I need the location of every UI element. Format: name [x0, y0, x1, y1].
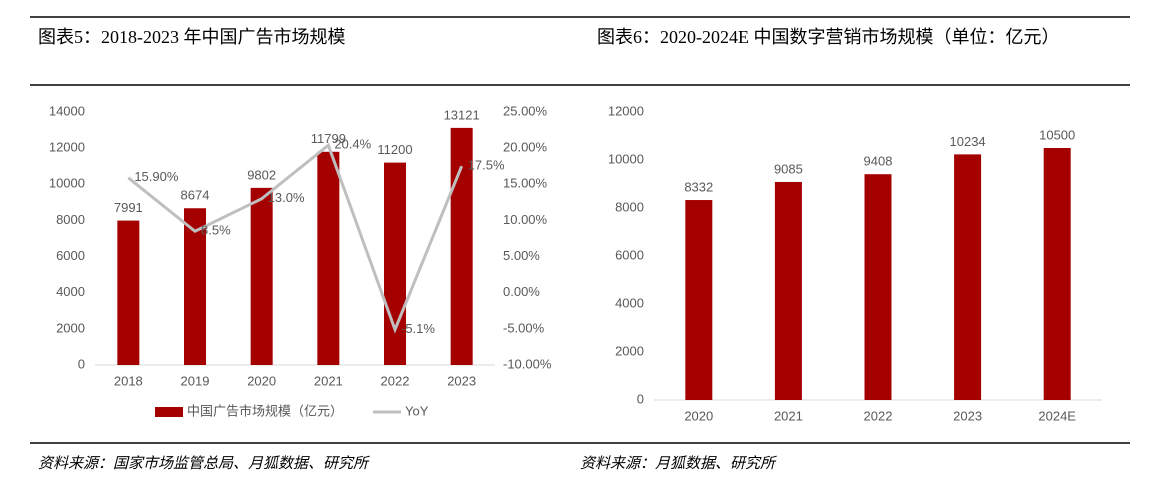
legend-label: YoY [405, 403, 429, 418]
y-tick-label: 2000 [615, 343, 644, 358]
chart-title: 图表5：2018-2023 年中国广告市场规模 [38, 27, 346, 47]
x-tick-label: 2019 [181, 373, 210, 388]
data-label: 7991 [114, 200, 143, 215]
y-tick-label: 6000 [56, 248, 85, 263]
y-tick-label: 10000 [608, 151, 644, 166]
data-label: 17.5% [468, 158, 505, 173]
y-tick-label: 8000 [56, 212, 85, 227]
x-tick-label: 2023 [953, 408, 982, 423]
y2-tick-label: 0.00% [503, 284, 540, 299]
y2-tick-label: 25.00% [503, 103, 548, 118]
data-label: 20.4% [334, 137, 371, 152]
data-label: 10500 [1039, 127, 1075, 142]
source-note: 资料来源：国家市场监管总局、月狐数据、研究所 [38, 456, 369, 472]
bar [685, 200, 713, 400]
data-label: 11799 [311, 131, 346, 146]
x-tick-label: 2023 [447, 373, 476, 388]
data-label: 8674 [181, 188, 210, 203]
y2-tick-label: -5.00% [503, 320, 545, 335]
y2-tick-label: 15.00% [503, 176, 548, 191]
y-tick-label: 14000 [49, 103, 85, 118]
x-tick-label: 2021 [314, 373, 343, 388]
bar [317, 151, 340, 365]
y2-tick-label: 20.00% [503, 140, 548, 155]
data-label: 8.5% [201, 223, 231, 238]
y-tick-label: 4000 [56, 284, 85, 299]
y-tick-label: 2000 [56, 320, 85, 335]
bar [1043, 148, 1071, 400]
y-tick-label: 8000 [615, 199, 644, 214]
data-label: 8332 [684, 179, 713, 194]
legend-swatch [155, 407, 183, 417]
bar [954, 154, 982, 400]
y-tick-label: 12000 [608, 103, 644, 118]
y-tick-label: 10000 [49, 176, 85, 191]
data-label: 13121 [444, 107, 480, 122]
y2-tick-label: 5.00% [503, 248, 540, 263]
y-tick-label: 0 [78, 356, 85, 371]
data-label: 9408 [864, 154, 893, 169]
bar [250, 187, 273, 365]
data-label: 11200 [377, 142, 412, 157]
x-tick-label: 2021 [774, 408, 803, 423]
data-label: -5.1% [401, 321, 435, 336]
data-label: 10234 [950, 134, 986, 149]
y2-tick-label: -10.00% [503, 356, 552, 371]
data-label: 15.90% [134, 169, 179, 184]
x-tick-label: 2020 [684, 408, 713, 423]
bar [117, 220, 140, 365]
y-tick-label: 12000 [49, 140, 85, 155]
bar [864, 174, 892, 400]
x-tick-label: 2022 [381, 373, 410, 388]
legend-label: 中国广告市场规模（亿元） [187, 403, 343, 418]
data-label: 9085 [774, 161, 803, 176]
x-tick-label: 2024E [1038, 408, 1076, 423]
line [127, 142, 464, 334]
y-tick-label: 0 [637, 391, 644, 406]
data-label: 13.0% [268, 190, 305, 205]
chart-title: 图表6：2020-2024E 中国数字营销市场规模（单位：亿元） [597, 27, 1060, 47]
data-label: 9802 [247, 167, 276, 182]
x-tick-label: 2018 [114, 373, 143, 388]
bar [450, 127, 473, 365]
x-tick-label: 2022 [864, 408, 893, 423]
y2-tick-label: 10.00% [503, 212, 548, 227]
bar [774, 181, 802, 400]
source-note: 资料来源：月狐数据、研究所 [580, 456, 776, 472]
bar [184, 208, 206, 365]
y-tick-label: 4000 [615, 295, 644, 310]
y-tick-label: 6000 [615, 247, 644, 262]
x-tick-label: 2020 [247, 373, 276, 388]
